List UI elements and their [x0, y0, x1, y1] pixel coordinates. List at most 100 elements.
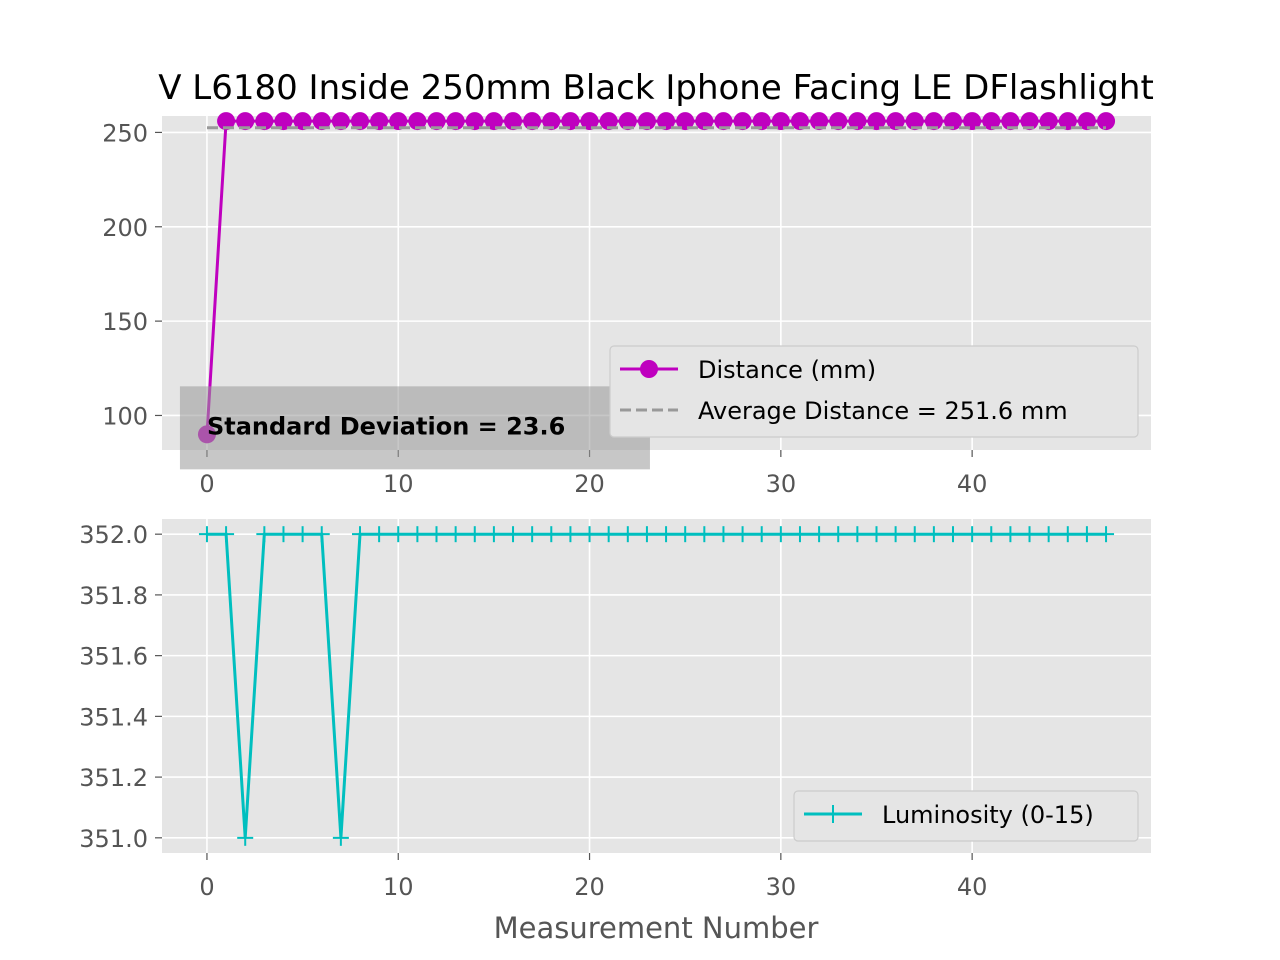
x-tick-label: 20 [574, 873, 605, 901]
data-point [811, 526, 828, 543]
y-tick-label: 100 [102, 402, 148, 430]
legend: Luminosity (0-15) [793, 790, 1139, 842]
data-point [964, 526, 981, 543]
data-point [447, 526, 464, 543]
data-point [581, 526, 598, 543]
y-tick-label: 200 [102, 214, 148, 242]
data-point [637, 112, 656, 131]
data-point [790, 112, 809, 131]
data-point [1098, 526, 1115, 543]
y-tick-label: 351.6 [79, 643, 148, 671]
data-point [1040, 526, 1057, 543]
data-point [237, 829, 254, 846]
data-point [505, 526, 522, 543]
data-point [771, 112, 790, 131]
data-point [886, 112, 905, 131]
data-point [580, 112, 599, 131]
annotation-text: Standard Deviation = 23.6 [207, 412, 565, 440]
y-tick-label: 351.0 [79, 825, 148, 853]
data-point [618, 112, 637, 131]
data-point [677, 526, 694, 543]
data-point [427, 112, 446, 131]
data-point [389, 112, 408, 131]
data-point [944, 112, 963, 131]
y-tick-label: 351.2 [79, 764, 148, 792]
legend-label-distance: Distance (mm) [698, 356, 876, 384]
data-point [733, 112, 752, 131]
annotation-box [179, 386, 650, 470]
legend: Distance (mm) Average Distance = 251.6 m… [609, 345, 1139, 438]
data-point [867, 112, 886, 131]
data-point [905, 112, 924, 131]
annotation-layer: Standard Deviation = 23.6 [179, 386, 650, 470]
data-point [734, 526, 751, 543]
data-point [371, 526, 388, 543]
data-point [293, 112, 312, 131]
data-point [829, 112, 848, 131]
data-point [963, 112, 982, 131]
data-point [428, 526, 445, 543]
data-point [218, 526, 235, 543]
data-point [983, 526, 1000, 543]
data-point [484, 112, 503, 131]
x-tick-label: 10 [383, 873, 414, 901]
x-tick-label: 20 [574, 470, 605, 498]
legend-marker-distance [640, 360, 658, 378]
x-tick-label: 10 [383, 470, 414, 498]
data-point [599, 112, 618, 131]
data-point [409, 526, 426, 543]
y-tick-label: 351.4 [79, 703, 148, 731]
data-point [561, 112, 580, 131]
data-point [906, 526, 923, 543]
x-tick-label: 0 [199, 873, 214, 901]
series-layer [198, 526, 1115, 846]
data-point [810, 112, 829, 131]
data-point [925, 526, 942, 543]
data-point [619, 526, 636, 543]
data-point [696, 526, 713, 543]
data-point [1021, 526, 1038, 543]
x-tick-label: 40 [957, 470, 988, 498]
data-point [313, 526, 330, 543]
y-tick-label: 250 [102, 119, 148, 147]
tick-labels: 0 10 20 30 40 100 150 200 250 [102, 119, 987, 498]
data-point [982, 112, 1001, 131]
data-point [274, 112, 293, 131]
data-point [752, 112, 771, 131]
series-layer [197, 112, 1116, 444]
data-point [485, 526, 502, 543]
data-point [848, 112, 867, 131]
data-point [236, 112, 255, 131]
data-point [715, 526, 732, 543]
chart-title: V L6180 Inside 250mm Black Iphone Facing… [158, 68, 1154, 108]
data-point [275, 526, 292, 543]
y-tick-label: 150 [102, 308, 148, 336]
data-point [331, 112, 350, 131]
data-point [465, 112, 484, 131]
data-point [657, 112, 676, 131]
data-point [562, 526, 579, 543]
data-point [695, 112, 714, 131]
data-point [408, 112, 427, 131]
x-tick-label: 30 [766, 470, 797, 498]
data-point [772, 526, 789, 543]
data-point [658, 526, 675, 543]
data-point [312, 112, 331, 131]
data-point [466, 526, 483, 543]
data-point [390, 526, 407, 543]
data-point [542, 112, 561, 131]
data-point [1078, 526, 1095, 543]
data-point [887, 526, 904, 543]
data-point [332, 829, 349, 846]
data-point [198, 526, 215, 543]
tick-labels: 0 10 20 30 40 351.0 351.2 351.4 351.6 351.8 352.0 [79, 521, 987, 901]
data-point [256, 526, 273, 543]
data-point [1001, 112, 1020, 131]
legend-label-luminosity: Luminosity (0-15) [882, 801, 1094, 829]
y-tick-label: 351.8 [79, 582, 148, 610]
data-point [1039, 112, 1058, 131]
data-point [791, 526, 808, 543]
luminosity-panel: 0 10 20 30 40351.0351.2351.4351.6351.8352.0 … [79, 519, 1151, 901]
data-point [945, 526, 962, 543]
